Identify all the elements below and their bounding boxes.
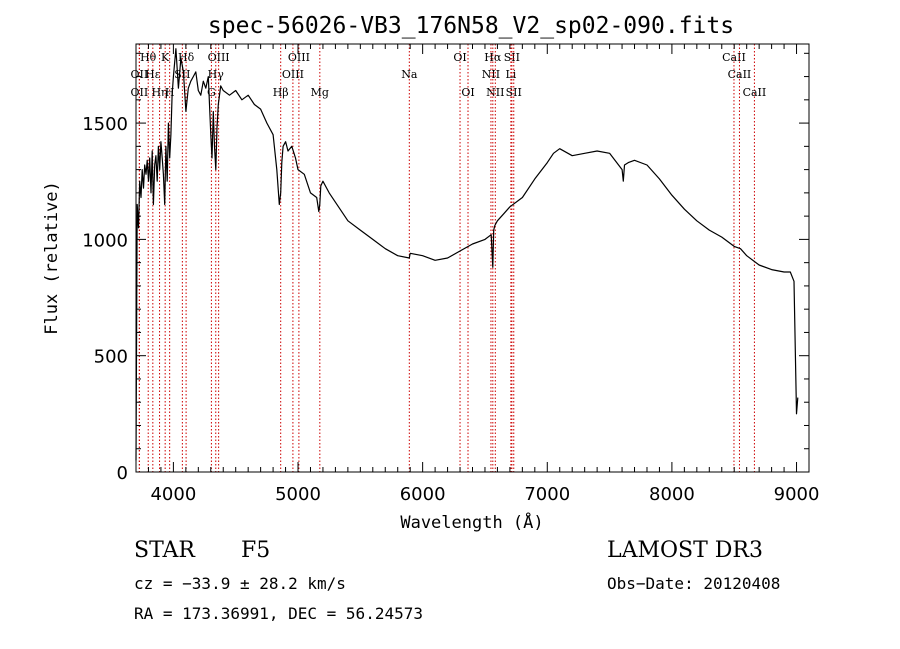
- spectral-line-label: Na: [401, 68, 418, 81]
- spectral-line-label: NII: [482, 68, 500, 81]
- plot-frame: [135, 43, 810, 473]
- coordinates: RA = 173.36991, DEC = 56.24573: [134, 604, 423, 623]
- axis-ticks-layer: 4000 5000 6000 7000 8000 9000 0 500 1000 1500: [82, 44, 819, 505]
- spectral-line-label: Hη: [151, 86, 167, 99]
- spectral-line-label: OIII: [282, 68, 304, 81]
- class-label: STAR: [134, 538, 195, 563]
- spectral-line-label: Hε: [145, 68, 161, 81]
- spectral-line-label: OIII: [208, 51, 230, 64]
- y-tick-label: 1000: [82, 230, 128, 251]
- spectral-line-label: OII: [131, 68, 149, 81]
- x-tick-label: 5000: [275, 484, 321, 505]
- spectrum-series-line: [135, 48, 799, 461]
- redshift-velocity: cz = −33.9 ± 28.2 km/s: [134, 574, 346, 593]
- spectral-line-label: Hθ: [140, 51, 157, 64]
- spectral-line-label: NII: [486, 86, 504, 99]
- x-tick-label: 7000: [524, 484, 570, 505]
- spectral-line-label: Mg: [311, 86, 329, 99]
- spectral-line-label: CaII: [728, 68, 752, 81]
- spectral-lines-layer: HθOIIOIIHεHηKHSIIHδHγGOIIIHβOIIIOIIIMgNa…: [131, 44, 767, 472]
- spectral-line-label: Hγ: [208, 68, 225, 81]
- spectral-line-label: OII: [131, 86, 149, 99]
- y-tick-label: 0: [117, 463, 128, 484]
- spectral-line-label: Hα: [484, 51, 502, 64]
- spectral-line-label: SII: [504, 51, 520, 64]
- y-axis-label: Flux (relative): [42, 181, 62, 335]
- observation-date: Obs−Date: 20120408: [607, 574, 781, 593]
- x-tick-label: 9000: [774, 484, 820, 505]
- spectral-line-label: CaII: [743, 86, 767, 99]
- x-tick-label: 4000: [150, 484, 196, 505]
- chart-title: spec-56026-VB3_176N58_V2_sp02-090.fits: [208, 13, 734, 39]
- spectral-line-label: SII: [506, 86, 522, 99]
- spectral-line-label: CaII: [722, 51, 746, 64]
- x-axis-label: Wavelength (Å): [400, 511, 543, 533]
- subclass-label: F5: [241, 538, 271, 563]
- spectral-line-label: OI: [453, 51, 466, 64]
- y-tick-label: 500: [94, 347, 128, 368]
- spectral-line-label: H: [165, 86, 175, 99]
- spectral-line-label: Hβ: [273, 86, 289, 99]
- spectrum-layer: [135, 48, 799, 461]
- survey-label: LAMOST DR3: [607, 538, 763, 563]
- spectral-line-label: OI: [461, 86, 474, 99]
- spectral-line-label: Li: [505, 68, 516, 81]
- spectral-line-label: Hδ: [178, 51, 195, 64]
- spectral-line-label: K: [161, 51, 170, 64]
- x-tick-label: 6000: [400, 484, 446, 505]
- spectral-line-label: OIII: [288, 51, 310, 64]
- spectral-line-label: G: [207, 86, 216, 99]
- x-tick-label: 8000: [649, 484, 695, 505]
- y-tick-label: 1500: [82, 114, 128, 135]
